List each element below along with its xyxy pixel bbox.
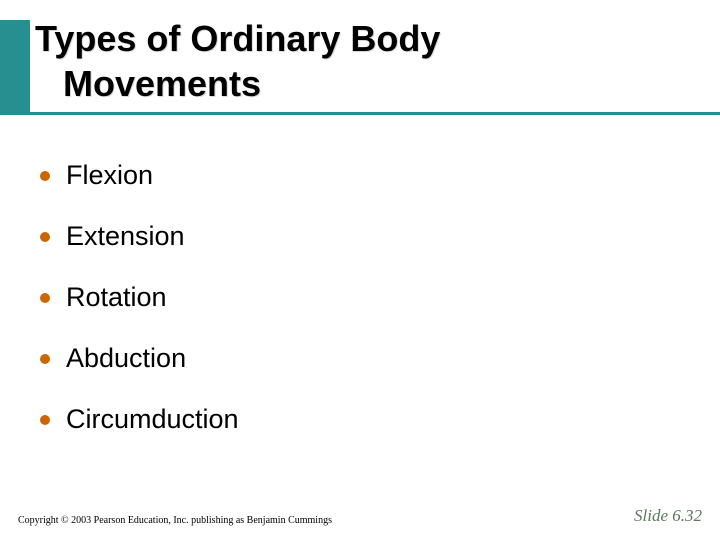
slide-number: Slide 6.32	[634, 506, 702, 526]
bullet-label: Flexion	[66, 160, 153, 191]
title-line-2: Movements	[35, 61, 261, 106]
bullet-icon	[40, 415, 50, 425]
list-item: Rotation	[40, 282, 680, 313]
slide-footer: Copyright © 2003 Pearson Education, Inc.…	[18, 506, 702, 526]
bullet-label: Abduction	[66, 343, 186, 374]
bullet-label: Extension	[66, 221, 185, 252]
copyright-text: Copyright © 2003 Pearson Education, Inc.…	[18, 515, 332, 526]
title-line-1: Types of Ordinary Body	[35, 18, 440, 59]
bullet-label: Rotation	[66, 282, 167, 313]
bullet-icon	[40, 232, 50, 242]
title-underline-box: Types of Ordinary Body Movements	[0, 6, 720, 115]
list-item: Extension	[40, 221, 680, 252]
bullet-icon	[40, 354, 50, 364]
slide-title: Types of Ordinary Body Movements	[0, 6, 720, 112]
bullet-list: Flexion Extension Rotation Abduction Cir…	[40, 160, 680, 465]
list-item: Flexion	[40, 160, 680, 191]
bullet-label: Circumduction	[66, 404, 239, 435]
list-item: Abduction	[40, 343, 680, 374]
list-item: Circumduction	[40, 404, 680, 435]
bullet-icon	[40, 293, 50, 303]
bullet-icon	[40, 171, 50, 181]
slide-header: Types of Ordinary Body Movements	[0, 0, 720, 140]
